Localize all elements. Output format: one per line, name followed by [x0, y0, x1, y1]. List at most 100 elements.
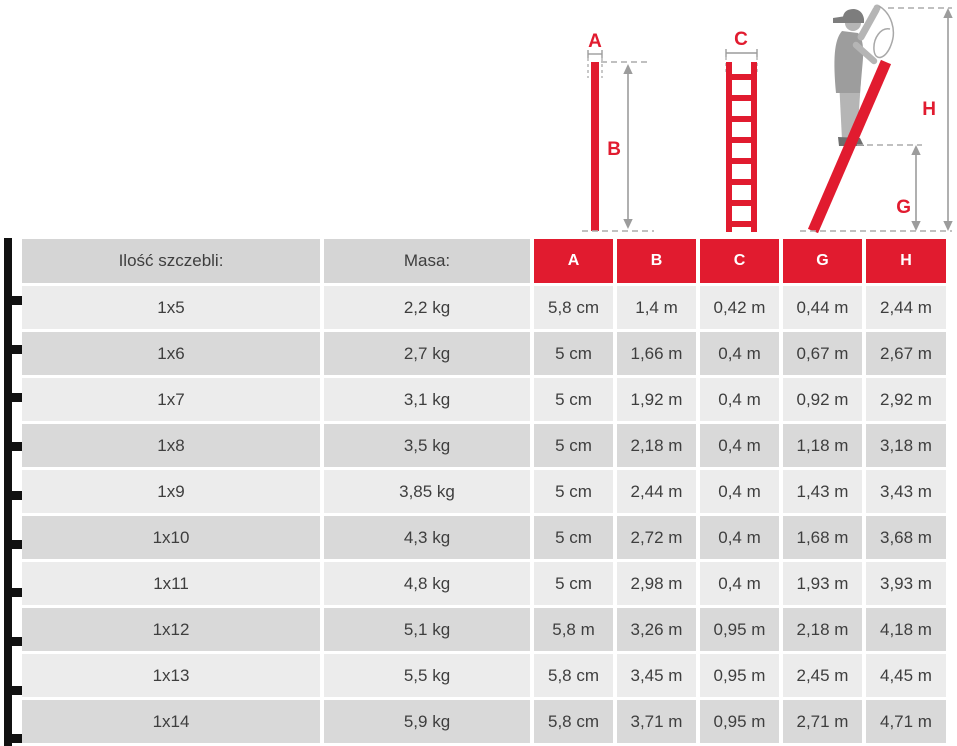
cell-h: 2,67 m	[866, 332, 946, 375]
table-row: 1x10 4,3 kg 5 cm 2,72 m 0,4 m 1,68 m 3,6…	[22, 516, 946, 559]
dim-label-a: A	[588, 31, 602, 52]
cell-b: 3,45 m	[617, 654, 696, 697]
ladder-rail-graphic	[4, 238, 22, 746]
cell-g: 1,43 m	[783, 470, 862, 513]
cell-a: 5,8 cm	[534, 286, 613, 329]
cell-g: 0,44 m	[783, 286, 862, 329]
cell-c: 0,4 m	[700, 378, 779, 421]
cell-rungs: 1x5	[22, 286, 320, 329]
rail-notch	[12, 540, 22, 549]
cell-c: 0,42 m	[700, 286, 779, 329]
col-header-rungs: Ilość szczebli:	[22, 239, 320, 283]
rail-bar	[591, 62, 599, 231]
cell-a: 5 cm	[534, 562, 613, 605]
cell-g: 1,68 m	[783, 516, 862, 559]
cell-g: 0,67 m	[783, 332, 862, 375]
cell-h: 2,92 m	[866, 378, 946, 421]
cell-a: 5 cm	[534, 470, 613, 513]
cell-a: 5 cm	[534, 332, 613, 375]
col-header-h: H	[866, 239, 946, 283]
cell-rungs: 1x6	[22, 332, 320, 375]
cell-h: 3,93 m	[866, 562, 946, 605]
cell-h: 3,18 m	[866, 424, 946, 467]
cell-mass: 5,5 kg	[324, 654, 530, 697]
cell-c: 0,4 m	[700, 424, 779, 467]
cell-a: 5,8 m	[534, 608, 613, 651]
cell-rungs: 1x11	[22, 562, 320, 605]
cell-g: 1,93 m	[783, 562, 862, 605]
leaning-rail	[807, 59, 892, 234]
cell-g: 1,18 m	[783, 424, 862, 467]
cell-b: 2,18 m	[617, 424, 696, 467]
cap-icon	[833, 9, 864, 23]
cell-b: 2,98 m	[617, 562, 696, 605]
table-row: 1x11 4,8 kg 5 cm 2,98 m 0,4 m 1,93 m 3,9…	[22, 562, 946, 605]
cell-b: 1,66 m	[617, 332, 696, 375]
cell-b: 1,4 m	[617, 286, 696, 329]
cell-rungs: 1x13	[22, 654, 320, 697]
rail-profile-diagram: A B	[582, 31, 654, 232]
dim-label-b: B	[607, 139, 621, 160]
table-row: 1x12 5,1 kg 5,8 m 3,26 m 0,95 m 2,18 m 4…	[22, 608, 946, 651]
cell-rungs: 1x8	[22, 424, 320, 467]
cell-rungs: 1x10	[22, 516, 320, 559]
table-row: 1x5 2,2 kg 5,8 cm 1,4 m 0,42 m 0,44 m 2,…	[22, 286, 946, 329]
rail-notch	[12, 296, 22, 305]
cell-c: 0,4 m	[700, 562, 779, 605]
rail-notch	[12, 442, 22, 451]
rail-notch	[12, 491, 22, 500]
cell-b: 2,72 m	[617, 516, 696, 559]
cell-h: 2,44 m	[866, 286, 946, 329]
cell-g: 2,18 m	[783, 608, 862, 651]
cell-mass: 5,9 kg	[324, 700, 530, 743]
cell-mass: 5,1 kg	[324, 608, 530, 651]
cell-rungs: 1x7	[22, 378, 320, 421]
cell-mass: 2,7 kg	[324, 332, 530, 375]
cell-mass: 4,8 kg	[324, 562, 530, 605]
col-header-g: G	[783, 239, 862, 283]
header-row: Ilość szczebli: Masa: A B C G H	[22, 239, 946, 283]
cell-a: 5,8 cm	[534, 654, 613, 697]
table-row: 1x9 3,85 kg 5 cm 2,44 m 0,4 m 1,43 m 3,4…	[22, 470, 946, 513]
dim-label-h: H	[922, 99, 936, 120]
cell-rungs: 1x9	[22, 470, 320, 513]
cell-c: 0,95 m	[700, 700, 779, 743]
cell-b: 2,44 m	[617, 470, 696, 513]
cell-c: 0,4 m	[700, 516, 779, 559]
cell-c: 0,95 m	[700, 654, 779, 697]
cable-icon	[873, 5, 895, 59]
dimension-diagram: A B C	[582, 4, 953, 234]
table-row: 1x14 5,9 kg 5,8 cm 3,71 m 0,95 m 2,71 m …	[22, 700, 946, 743]
cell-b: 3,26 m	[617, 608, 696, 651]
cell-mass: 3,5 kg	[324, 424, 530, 467]
col-header-a: A	[534, 239, 613, 283]
cell-rungs: 1x12	[22, 608, 320, 651]
table-row: 1x7 3,1 kg 5 cm 1,92 m 0,4 m 0,92 m 2,92…	[22, 378, 946, 421]
rail-notch	[12, 345, 22, 354]
table-row: 1x6 2,7 kg 5 cm 1,66 m 0,4 m 0,67 m 2,67…	[22, 332, 946, 375]
cell-h: 4,71 m	[866, 700, 946, 743]
cell-g: 0,92 m	[783, 378, 862, 421]
cell-mass: 3,1 kg	[324, 378, 530, 421]
rail-notch	[12, 734, 22, 743]
col-header-b: B	[617, 239, 696, 283]
cell-h: 4,45 m	[866, 654, 946, 697]
cell-h: 4,18 m	[866, 608, 946, 651]
rail-notch	[12, 686, 22, 695]
table-row: 1x13 5,5 kg 5,8 cm 3,45 m 0,95 m 2,45 m …	[22, 654, 946, 697]
leaning-ladder-diagram: H G	[800, 4, 953, 234]
rail-notch	[12, 637, 22, 646]
cell-a: 5 cm	[534, 424, 613, 467]
cell-h: 3,43 m	[866, 470, 946, 513]
cell-rungs: 1x14	[22, 700, 320, 743]
cell-mass: 3,85 kg	[324, 470, 530, 513]
ladder-front-diagram: C	[725, 29, 758, 232]
rail-notch	[12, 393, 22, 402]
table-row: 1x8 3,5 kg 5 cm 2,18 m 0,4 m 1,18 m 3,18…	[22, 424, 946, 467]
cell-b: 1,92 m	[617, 378, 696, 421]
rail-notch	[12, 588, 22, 597]
cell-c: 0,95 m	[700, 608, 779, 651]
cell-a: 5,8 cm	[534, 700, 613, 743]
cell-a: 5 cm	[534, 516, 613, 559]
spec-table: Ilość szczebli: Masa: A B C G H 1x5 2,2 …	[18, 236, 950, 746]
